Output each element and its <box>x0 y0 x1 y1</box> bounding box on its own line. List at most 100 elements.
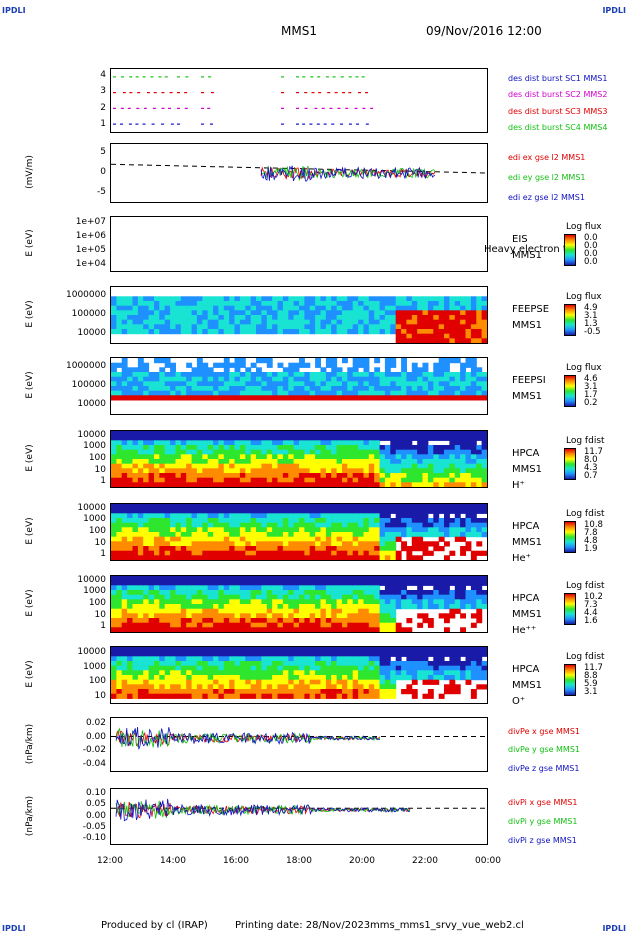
heatmap-cell <box>460 315 466 321</box>
heatmap-cell <box>116 454 123 460</box>
heatmap-cell <box>164 527 171 533</box>
heatmap-cell <box>395 296 402 302</box>
heatmap-cell <box>207 435 214 441</box>
heatmap-cell <box>395 580 402 586</box>
heatmap-cell <box>336 431 343 437</box>
heatmap-cell <box>170 477 176 483</box>
heatmap-cell <box>266 504 273 510</box>
panel-10-svg <box>111 726 487 750</box>
heatmap-cell <box>164 651 171 657</box>
panel-10-ytick: 0.00 <box>85 731 106 742</box>
heatmap-cell <box>368 555 375 560</box>
heatmap-cell <box>449 315 456 321</box>
heatmap-cell <box>164 468 171 474</box>
heatmap-cell <box>390 310 397 316</box>
heatmap-cell <box>368 594 375 600</box>
heatmap-cell <box>250 546 257 552</box>
heatmap-cell <box>384 319 391 325</box>
heatmap-cell <box>132 576 139 582</box>
heatmap-cell <box>164 522 171 528</box>
heatmap-cell <box>256 319 262 325</box>
heatmap-cell <box>417 395 424 401</box>
heatmap-cell <box>368 454 375 460</box>
heatmap-cell <box>293 477 300 483</box>
heatmap-cell <box>320 449 327 455</box>
heatmap-cell <box>427 647 434 653</box>
panel-7-colorbar <box>564 521 576 553</box>
heatmap-cell <box>196 482 203 487</box>
heatmap-cell <box>239 585 246 591</box>
heatmap-cell <box>207 604 214 610</box>
heatmap-cell <box>438 338 445 343</box>
heatmap-cell <box>368 310 375 316</box>
heatmap-cell <box>374 463 381 469</box>
heatmap-cell <box>304 508 311 514</box>
heatmap-cell <box>417 333 424 339</box>
heatmap-cell <box>170 459 176 465</box>
heatmap-cell <box>315 435 321 441</box>
heatmap-cell <box>250 693 257 699</box>
heatmap-cell <box>261 555 268 560</box>
heatmap-cell <box>401 381 407 387</box>
heatmap-cell <box>449 651 456 657</box>
heatmap-cell <box>293 296 300 302</box>
panel-11-ylabel: (nPa/km) <box>25 795 35 836</box>
heatmap-cell <box>470 590 477 596</box>
heatmap-cell <box>304 381 311 387</box>
heatmap-cell <box>277 445 284 451</box>
heatmap-cell <box>395 324 402 330</box>
heatmap-cell <box>191 477 198 483</box>
heatmap-cell <box>411 305 418 311</box>
heatmap-cell <box>132 594 139 600</box>
heatmap-cell <box>342 449 348 455</box>
heatmap-cell <box>111 679 117 685</box>
heatmap-cell <box>170 504 176 510</box>
heatmap-cell <box>245 599 252 605</box>
heatmap-cell <box>438 301 445 307</box>
panel-4-colorbar-value: 1.3 <box>584 319 598 329</box>
heatmap-cell <box>159 651 166 657</box>
heatmap-cell <box>433 367 440 373</box>
heatmap-cell <box>379 386 386 392</box>
heatmap-cell <box>191 449 198 455</box>
heatmap-cell <box>470 305 477 311</box>
heatmap-cell <box>390 522 397 528</box>
heatmap-cell <box>309 518 316 524</box>
heatmap-cell <box>223 661 230 667</box>
heatmap-cell <box>250 618 257 624</box>
heatmap-cell <box>261 647 268 653</box>
heatmap-cell <box>309 599 316 605</box>
heatmap-cell <box>444 689 450 695</box>
heatmap-cell <box>266 468 273 474</box>
heatmap-cell <box>148 440 155 446</box>
heatmap-cell <box>288 372 295 378</box>
heatmap-cell <box>358 305 364 311</box>
heatmap-cell <box>299 477 305 483</box>
heatmap-cell <box>229 585 236 591</box>
heatmap-cell <box>159 550 166 556</box>
heatmap-cell <box>127 504 133 510</box>
heatmap-cell <box>154 594 160 600</box>
heatmap-cell <box>342 372 348 378</box>
heatmap-cell <box>470 329 477 335</box>
heatmap-cell <box>433 656 440 662</box>
heatmap-cell <box>352 536 359 542</box>
heatmap-cell <box>401 431 407 437</box>
heatmap-cell <box>239 431 246 437</box>
heatmap-cell <box>427 445 434 451</box>
heatmap-cell <box>304 445 311 451</box>
heatmap-cell <box>417 599 424 605</box>
heatmap-cell <box>159 513 166 519</box>
heatmap-cell <box>336 546 343 552</box>
heatmap-cell <box>159 372 166 378</box>
heatmap-cell <box>309 651 316 657</box>
heatmap-cell <box>229 618 236 624</box>
heatmap-cell <box>449 445 456 451</box>
panel-6-colorbar-value: 4.3 <box>584 463 598 473</box>
heatmap-cell <box>379 675 386 681</box>
heatmap-cell <box>363 693 370 699</box>
panel-7-colorbar-value: 1.9 <box>584 544 598 554</box>
heatmap-cell <box>132 468 139 474</box>
heatmap-cell <box>476 482 483 487</box>
heatmap-cell <box>460 463 466 469</box>
